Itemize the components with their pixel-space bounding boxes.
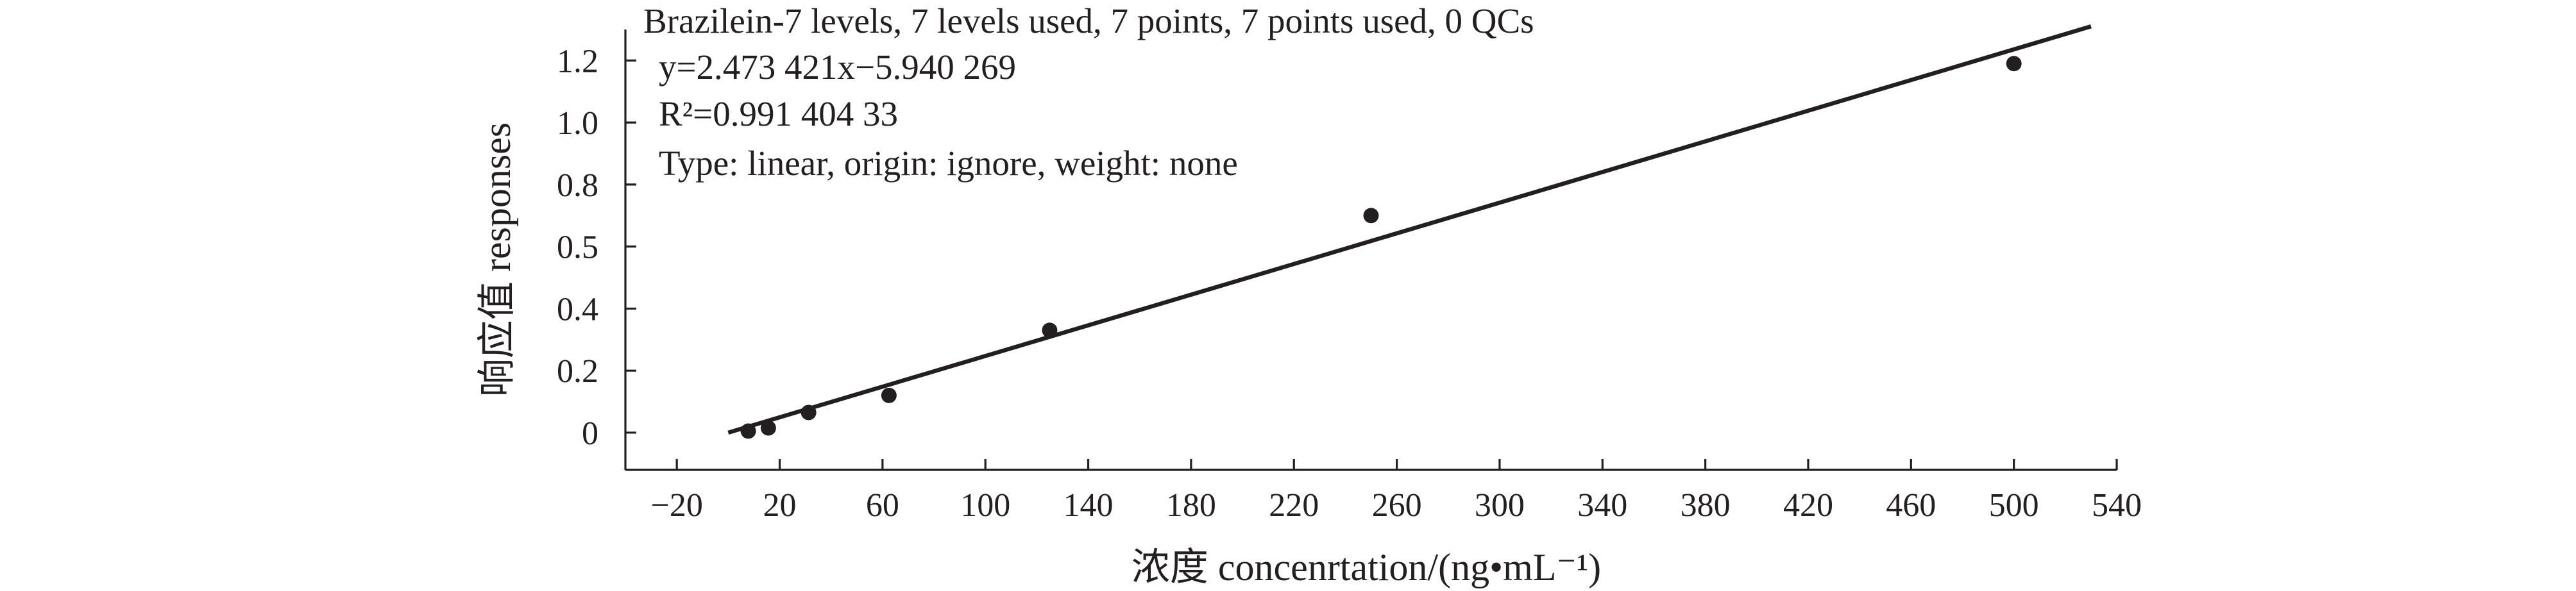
x-tick-label: 380 [1681,487,1731,524]
x-axis-title: 浓度 concenrtation/(ng•mL⁻¹) [1131,546,1601,588]
y-ticks: 0 0.2 0.4 0.5 0.8 1.0 1.2 [557,43,636,452]
fit-line [727,24,2092,435]
x-tick-label: 60 [866,487,899,524]
data-point [760,420,776,436]
y-tick-label: 0.5 [557,229,598,266]
annotation-line: Type: linear, origin: ignore, weight: no… [659,144,1238,183]
y-axis-title: 响应值 responses [476,122,518,397]
annotation-line: Brazilein-7 levels, 7 levels used, 7 poi… [643,1,1534,40]
y-tick-label: 1.2 [557,43,598,79]
fit-line-group [727,24,2092,435]
y-tick-label: 0.2 [557,353,598,390]
x-tick-label: 420 [1783,487,1833,524]
x-tick-label: 100 [960,487,1010,524]
x-tick-label: 220 [1269,487,1319,524]
x-tick-label: 260 [1372,487,1422,524]
x-ticks: −20 20 60 100 140 180 220 260 300 340 380 420 460 500… [651,459,2142,524]
axis-titles: 浓度 concenrtation/(ng•mL⁻¹) 响应值 responses [476,122,1601,588]
x-tick-label: 540 [2092,487,2142,524]
data-point [740,423,756,439]
annotation-line: y=2.473 421x−5.940 269 [659,47,1016,87]
x-tick-label: 500 [1989,487,2039,524]
x-tick-label: 180 [1166,487,1216,524]
x-tick-label: −20 [651,487,703,524]
x-tick-label: 460 [1886,487,1936,524]
axes [624,29,2117,471]
y-tick-label: 1.0 [557,105,598,142]
x-tick-label: 340 [1577,487,1627,524]
data-point [1042,322,1058,338]
y-tick-label: 0.4 [557,291,598,328]
x-tick-label: 300 [1475,487,1525,524]
y-tick-label: 0 [582,415,598,452]
data-point [1363,208,1379,224]
x-tick-label: 140 [1063,487,1114,524]
y-tick-label: 0.8 [557,167,598,204]
x-tick-label: 20 [763,487,797,524]
data-point [801,404,817,420]
annotation-block: Brazilein-7 levels, 7 levels used, 7 poi… [643,1,1534,183]
data-point [881,387,897,403]
data-points [740,56,2022,439]
data-point [2006,56,2022,72]
annotation-line: R²=0.991 404 33 [659,94,898,133]
